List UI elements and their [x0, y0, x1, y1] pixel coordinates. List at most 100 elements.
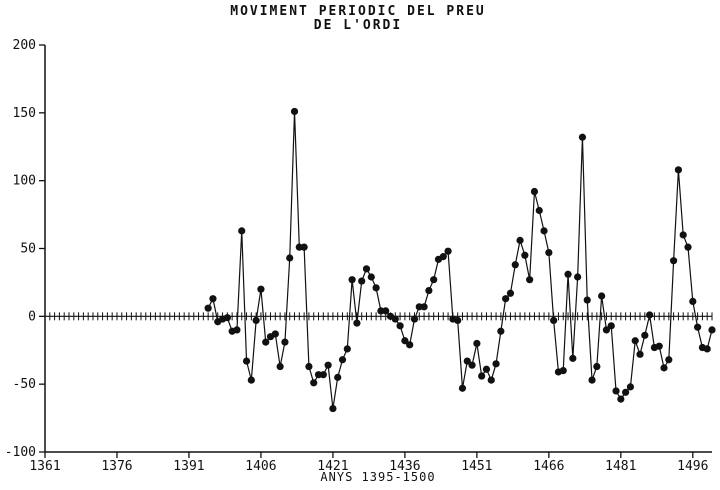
- x-tick-label: 1376: [101, 459, 132, 474]
- data-point: [367, 273, 375, 281]
- data-point: [574, 273, 582, 281]
- data-point: [310, 379, 318, 387]
- data-point: [204, 304, 212, 312]
- data-point: [425, 286, 433, 295]
- data-point: [233, 326, 241, 334]
- data-point: [588, 376, 596, 384]
- y-tick-label: 150: [13, 106, 36, 121]
- data-point: [679, 231, 687, 239]
- data-point: [593, 362, 601, 371]
- data-point: [391, 315, 399, 323]
- data-point: [247, 376, 255, 384]
- data-point: [482, 365, 491, 373]
- data-point: [271, 330, 279, 338]
- x-tick-label: 1421: [317, 459, 348, 474]
- chart-title-line-1: MOVIMENT PERIODIC DEL PREU: [230, 4, 486, 19]
- data-point: [689, 297, 697, 306]
- data-point: [646, 311, 654, 319]
- data-point: [516, 236, 524, 244]
- data-point: [252, 316, 260, 325]
- data-point: [242, 357, 251, 365]
- data-point: [353, 319, 361, 327]
- data-point: [468, 361, 476, 369]
- data-point: [473, 339, 481, 348]
- data-point: [578, 133, 587, 141]
- data-point: [382, 307, 390, 315]
- data-point: [262, 338, 270, 346]
- data-point: [343, 345, 351, 353]
- x-ticks: 1361 1376 1391 1406 1421 1436 1451 1466 1481 1496: [29, 452, 708, 474]
- data-point: [276, 362, 284, 371]
- data-point: [300, 243, 308, 251]
- data-point: [641, 331, 649, 339]
- data-point: [708, 326, 716, 334]
- data-point: [362, 265, 371, 273]
- data-point: [430, 276, 438, 284]
- data-point: [607, 322, 615, 330]
- y-tick-label: 100: [13, 174, 36, 189]
- data-point: [526, 276, 534, 284]
- data-point: [636, 350, 644, 358]
- data-point: [511, 261, 519, 269]
- data-point: [463, 357, 471, 365]
- data-point: [626, 383, 635, 391]
- data-point: [257, 285, 265, 293]
- data-point: [684, 243, 692, 251]
- data-point: [406, 341, 414, 349]
- data-point: [545, 248, 553, 257]
- x-tick-label: 1451: [461, 459, 492, 474]
- data-point: [655, 342, 663, 350]
- data-point: [602, 326, 611, 334]
- x-axis-title: ANYS 1395-1500: [320, 470, 435, 484]
- data-point: [372, 284, 380, 292]
- x-tick-label: 1481: [605, 459, 636, 474]
- data-point: [583, 296, 591, 304]
- chart-title-line-2: DE L'ORDI: [314, 18, 402, 33]
- data-point: [410, 315, 419, 323]
- data-point: [290, 107, 299, 116]
- data-point: [569, 354, 577, 362]
- x-tick-label: 1406: [245, 459, 276, 474]
- data-point: [670, 257, 678, 265]
- y-tick-label: -100: [5, 445, 36, 460]
- data-point: [487, 376, 495, 384]
- data-point: [209, 295, 217, 303]
- data-point: [694, 323, 702, 331]
- data-point: [540, 227, 548, 235]
- x-tick-label: 1436: [389, 459, 420, 474]
- data-point: [319, 371, 327, 379]
- data-point: [358, 277, 366, 285]
- data-point: [617, 395, 625, 403]
- data-point: [238, 227, 246, 235]
- data-point: [305, 362, 313, 371]
- data-point: [535, 206, 543, 215]
- x-tick-label: 1391: [173, 459, 204, 474]
- data-point: [559, 367, 567, 375]
- data-point: [324, 361, 332, 369]
- data-point: [223, 314, 231, 322]
- data-point: [348, 276, 356, 284]
- x-tick-label: 1466: [533, 459, 564, 474]
- data-point: [631, 337, 639, 345]
- data-point: [492, 360, 500, 368]
- data-point: [703, 345, 711, 353]
- data-point: [401, 337, 409, 345]
- y-ticks: 200 150 100 50 0 -50 -100: [5, 38, 45, 460]
- data-point: [530, 187, 539, 196]
- data-point: [454, 316, 462, 325]
- data-point: [550, 316, 558, 325]
- data-point: [338, 356, 347, 364]
- x-tick-label: 1496: [677, 459, 708, 474]
- data-point: [444, 247, 452, 255]
- y-tick-label: 50: [20, 242, 36, 257]
- data-point: [497, 327, 505, 335]
- data-point: [286, 254, 294, 262]
- data-point: [439, 253, 447, 261]
- data-point: [420, 303, 428, 311]
- data-point: [674, 166, 683, 174]
- data-point: [665, 356, 673, 364]
- data-point: [502, 295, 510, 303]
- data-point: [622, 388, 630, 396]
- data-point: [598, 292, 606, 300]
